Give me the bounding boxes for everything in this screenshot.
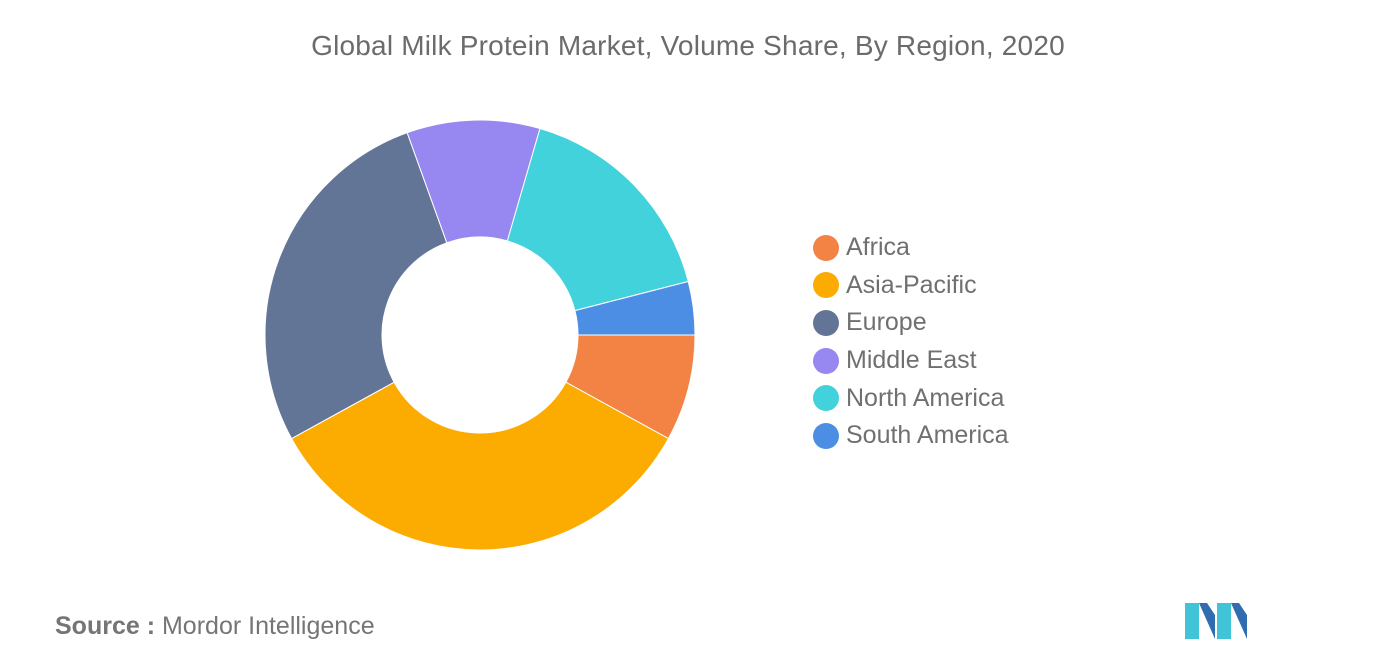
legend-item: Europe xyxy=(813,304,1009,342)
legend-item: Asia-Pacific xyxy=(813,267,1009,305)
source-note: Source : Mordor Intelligence xyxy=(55,612,375,641)
legend-label: Asia-Pacific xyxy=(846,270,977,299)
source-key: Source : xyxy=(55,612,156,640)
legend-swatch xyxy=(813,309,839,336)
mordor-intelligence-logo xyxy=(1185,603,1247,639)
legend-swatch xyxy=(813,234,839,261)
legend-swatch xyxy=(813,385,839,412)
legend-label: Middle East xyxy=(846,346,977,375)
legend-swatch xyxy=(813,422,839,449)
logo-shape-mid xyxy=(1199,603,1215,639)
legend-item: North America xyxy=(813,379,1009,417)
legend-item: South America xyxy=(813,417,1009,455)
legend-item: Middle East xyxy=(813,342,1009,380)
chart-title: Global Milk Protein Market, Volume Share… xyxy=(311,30,1065,61)
legend-item: Africa xyxy=(813,229,1009,267)
slice-europe xyxy=(264,132,448,440)
legend-label: North America xyxy=(846,383,1005,412)
legend-label: Europe xyxy=(846,308,927,337)
slice-asia-pacific xyxy=(290,381,670,551)
logo-shape-left xyxy=(1185,603,1199,639)
logo-shape-mid2 xyxy=(1217,603,1231,639)
slice-south-america xyxy=(574,280,696,336)
legend-swatch xyxy=(813,347,839,374)
logo-shape-right xyxy=(1231,603,1247,639)
source-value: Mordor Intelligence xyxy=(161,612,375,640)
legend-swatch xyxy=(813,272,839,299)
slice-north-america xyxy=(506,127,689,312)
donut-chart xyxy=(264,119,696,551)
chart-legend: Africa Asia-Pacific Europe Middle East North… xyxy=(813,229,1009,455)
legend-label: South America xyxy=(846,421,1009,450)
legend-label: Africa xyxy=(846,233,910,262)
